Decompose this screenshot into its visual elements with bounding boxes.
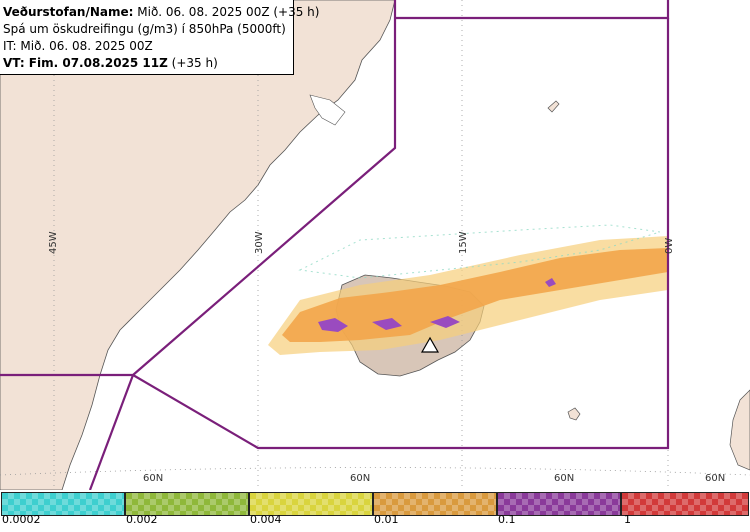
legend-label-3: 0.01 (374, 513, 399, 526)
name-value: Mið. 06. 08. 2025 00Z (+35 h) (133, 5, 320, 19)
region-boundaries (0, 0, 670, 490)
name-line: Veðurstofan/Name: Mið. 06. 08. 2025 00Z … (3, 4, 319, 21)
greenland-landmass (0, 0, 396, 490)
volcano-triangle-icon (420, 336, 440, 353)
lat-label-3: 60N (554, 473, 574, 484)
legend-swatch-olive (125, 492, 249, 516)
legend-swatch-red (621, 492, 749, 516)
faroe-islands (567, 407, 581, 421)
norway-coast (729, 389, 750, 471)
legend-label-2: 0.004 (250, 513, 282, 526)
longitude-labels: 45W 30W 15W 0W (48, 231, 675, 254)
legend-swatch-orange (373, 492, 497, 516)
valid-time-offset: (+35 h) (167, 56, 218, 70)
legend-label-0: 0.0002 (2, 513, 41, 526)
legend-label-1: 0.002 (126, 513, 158, 526)
lat-label-2: 60N (350, 473, 370, 484)
latitude-labels: 60N 60N 60N 60N (143, 473, 725, 484)
lon-label-30w: 30W (254, 231, 265, 254)
ash-cloud-main (282, 248, 668, 342)
lon-label-15w: 15W (458, 231, 469, 254)
lon-label-45w: 45W (48, 231, 59, 254)
forecast-description: Spá um öskudreifingu (g/m3) í 850hPa (50… (3, 22, 286, 36)
ash-high-concentration (318, 278, 556, 332)
greenland-fjord (309, 94, 346, 126)
lat-label-1: 60N (143, 473, 163, 484)
valid-time-line: VT: Fim. 07.08.2025 11Z (+35 h) (3, 55, 289, 72)
legend-label-4: 0.1 (498, 513, 516, 526)
lat-label-4: 60N (705, 473, 725, 484)
legend-label-5: 1 (624, 513, 631, 526)
map-canvas: 45W 30W 15W 0W 60N 60N 60N 60N (0, 0, 750, 490)
name-label: Veðurstofan/Name: (3, 5, 134, 19)
legend-swatch-cyan (1, 492, 125, 516)
legend-swatch-yellow (249, 492, 373, 516)
concentration-legend (0, 490, 750, 532)
valid-time-label: VT: Fim. 07.08.2025 11Z (3, 56, 168, 70)
lon-label-0w: 0W (664, 238, 675, 254)
initial-time: IT: Mið. 06. 08. 2025 00Z (3, 39, 153, 53)
jan-mayen-island (547, 100, 560, 113)
legend-swatch-purple (497, 492, 621, 516)
forecast-info-box: Veðurstofan/Name: Mið. 06. 08. 2025 00Z … (0, 0, 319, 75)
